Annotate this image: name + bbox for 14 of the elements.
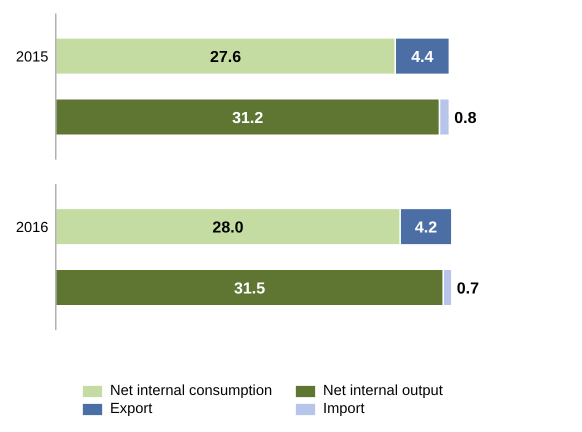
data-label: 28.0 [212, 220, 244, 237]
data-label: 27.6 [210, 49, 242, 66]
y-tick-label: 2016 [16, 220, 48, 236]
data-label: 4.4 [411, 49, 434, 66]
data-label: 31.5 [234, 280, 266, 298]
legend-label: Import [323, 401, 366, 417]
legend-label: Export [110, 401, 154, 417]
data-label: 4.2 [414, 220, 438, 237]
data-label: 31.2 [232, 110, 264, 128]
data-label: 0.7 [456, 280, 480, 298]
y-tick-label: 2015 [16, 50, 48, 66]
legend-label: Net internal consumption [110, 383, 274, 399]
data-label: 0.8 [454, 110, 477, 128]
legend-label: Net internal output [323, 383, 444, 399]
